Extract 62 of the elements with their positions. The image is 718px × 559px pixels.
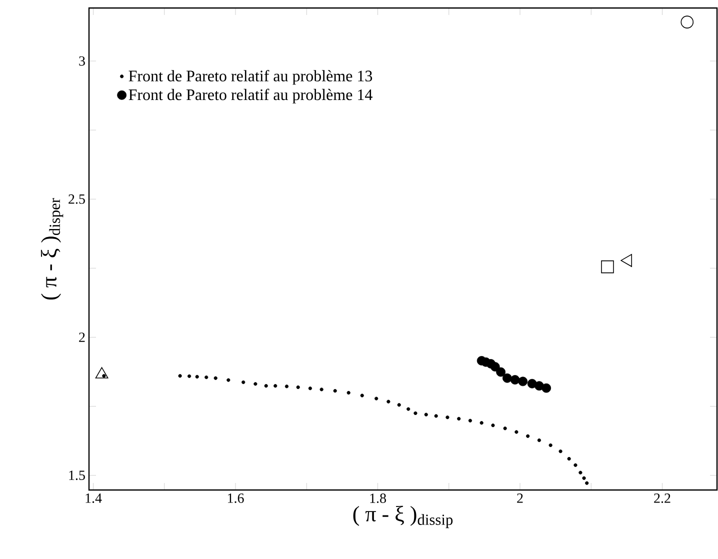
y-axis-title: ( π - ξ )$_{disper}$ (40, 198, 64, 300)
point (537, 438, 542, 442)
x-axis-title: ( π - ξ )$_{dissip}$ (353, 506, 453, 528)
point (308, 386, 312, 390)
point (582, 476, 586, 480)
point (195, 374, 199, 379)
point (242, 380, 246, 384)
point (204, 375, 208, 380)
point (360, 394, 364, 398)
point (480, 421, 484, 425)
point (558, 450, 562, 454)
point (542, 383, 552, 393)
point (274, 384, 278, 388)
point (414, 411, 418, 415)
legend-label: Front de Pareto relatif au problème 13 (128, 70, 372, 85)
point (514, 430, 518, 434)
point (585, 481, 589, 485)
y-tick-label: 2.5 (68, 194, 85, 204)
point (296, 385, 300, 390)
point (434, 414, 438, 418)
point (386, 400, 390, 404)
point (320, 388, 324, 392)
point (226, 378, 230, 382)
x-tick-label: 1.8 (370, 494, 386, 504)
point (491, 424, 495, 428)
point (548, 443, 552, 448)
point (680, 16, 694, 28)
y-tick-label: 1.5 (69, 470, 85, 480)
point (446, 416, 450, 420)
point (510, 375, 520, 384)
point (567, 456, 571, 461)
point (496, 367, 506, 377)
x-tick-label: 1.6 (228, 494, 244, 503)
legend-label: Front de Pareto relatif au problème 14 (128, 88, 372, 104)
point (518, 376, 528, 386)
point (374, 396, 378, 400)
point (264, 384, 268, 388)
y-tick-label: 3 (79, 56, 85, 66)
point (178, 374, 182, 378)
point (503, 426, 507, 430)
point (214, 376, 218, 380)
x-tick-label: 1.4 (86, 494, 102, 503)
point (578, 470, 582, 474)
y-tick-label: 2 (79, 332, 85, 342)
point (457, 416, 461, 421)
point (187, 374, 192, 378)
point (254, 382, 258, 386)
point (502, 373, 512, 383)
point (424, 412, 428, 416)
point (468, 418, 472, 422)
point (601, 260, 614, 274)
point (333, 389, 337, 393)
point (284, 384, 289, 388)
point (490, 362, 500, 372)
point (102, 374, 106, 378)
point (346, 390, 350, 395)
point (397, 403, 401, 407)
point (406, 407, 410, 411)
point (526, 434, 530, 438)
x-tick-label: 2 (517, 494, 523, 503)
point (574, 463, 578, 467)
x-tick-label: 2.2 (654, 494, 670, 503)
